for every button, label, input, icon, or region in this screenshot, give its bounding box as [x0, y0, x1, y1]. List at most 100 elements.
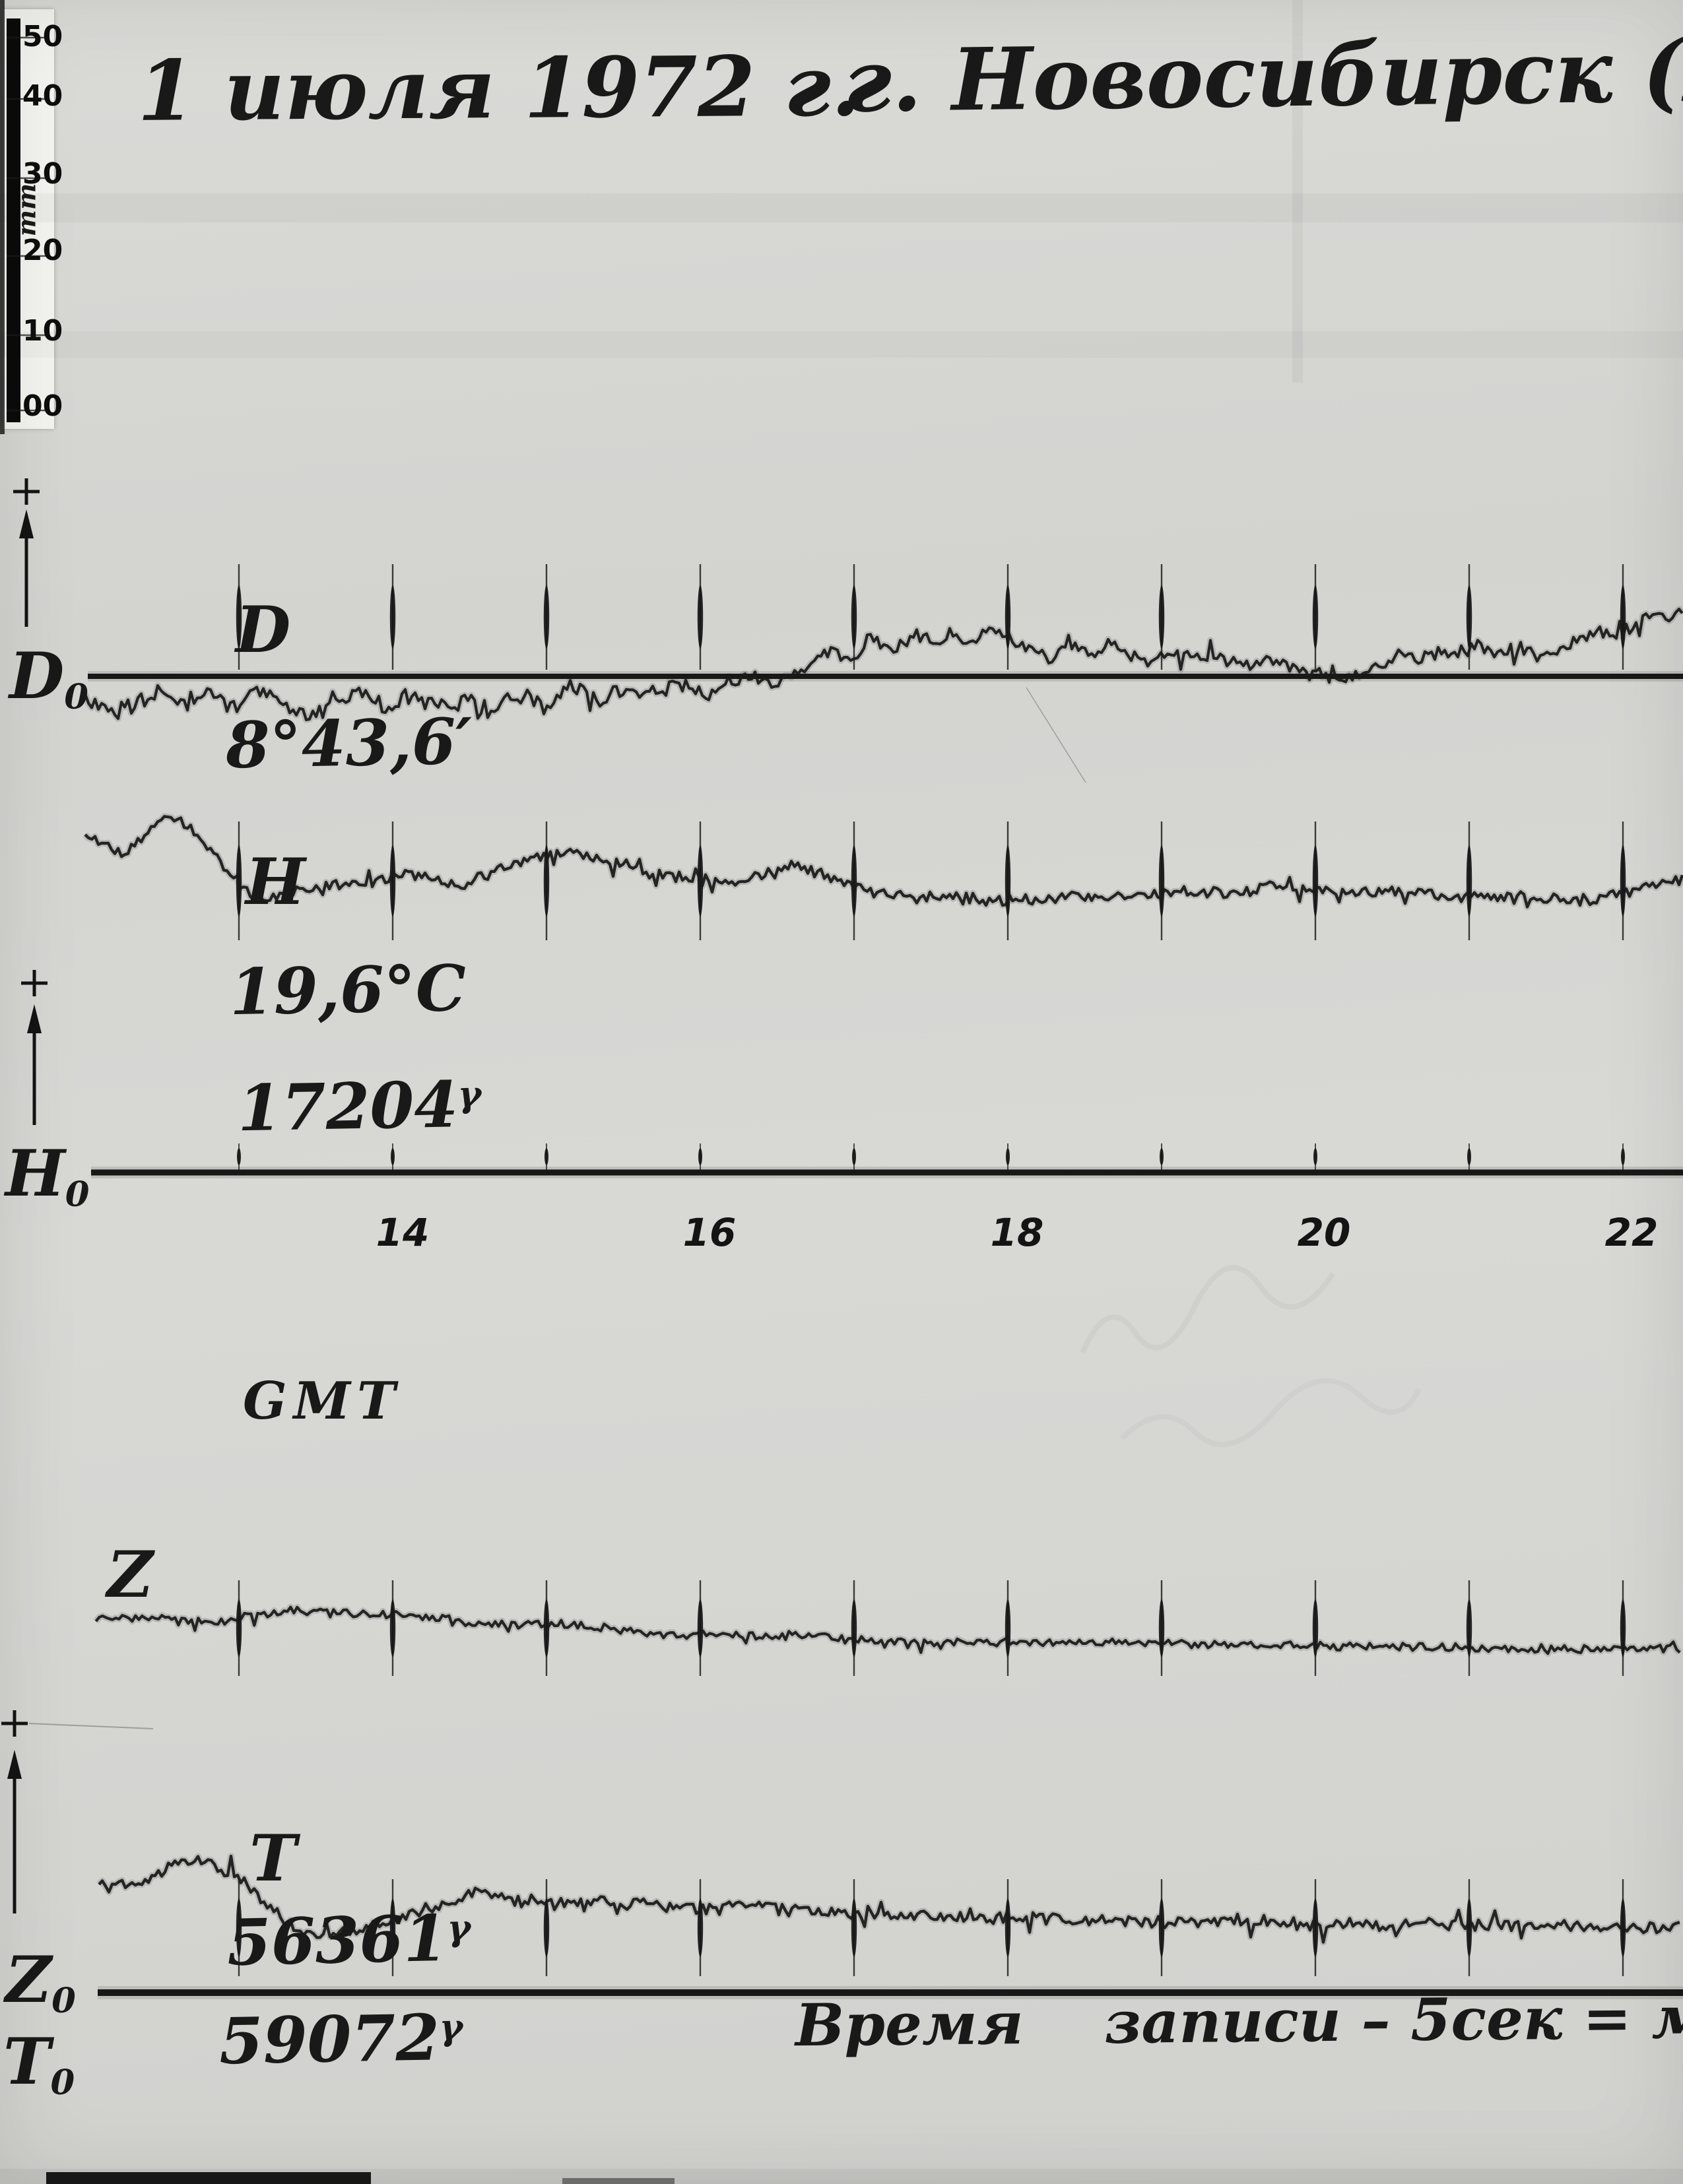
- hour-label-22: 22: [1604, 1210, 1659, 1255]
- declination-value: 8°43,6′: [225, 703, 473, 783]
- scale-tick-label: 00: [22, 389, 63, 423]
- hour-tick-Z-row: [236, 1599, 242, 1657]
- gmt-label: GMT: [243, 1371, 402, 1431]
- gamma-unit: γ: [446, 1906, 471, 1949]
- scale-tick-label: 20: [22, 234, 63, 267]
- hour-tick-D-row: [389, 585, 396, 649]
- baseline-Z0T0: [98, 1989, 1683, 1996]
- hour-tick-axis-row: [1467, 1148, 1471, 1165]
- h-baseline-value: 17204γ: [237, 1067, 482, 1145]
- gamma-unit: γ: [457, 1073, 482, 1116]
- hour-tick-Z-row: [543, 1599, 550, 1657]
- trace-T: [98, 1855, 1680, 1944]
- baseline-letter: H: [5, 1136, 65, 1211]
- scan-edge: [0, 0, 5, 434]
- hour-tick-T-row: [543, 1898, 550, 1957]
- hour-tick-axis-row: [391, 1148, 395, 1165]
- scale-tick-label: 30: [22, 157, 63, 191]
- hour-label-14: 14: [376, 1210, 430, 1255]
- hour-tick-D-row: [697, 585, 704, 649]
- gamma-unit: γ: [439, 2006, 463, 2049]
- hour-tick-axis-row: [1621, 1148, 1625, 1165]
- trace-D: [84, 608, 1683, 721]
- baseline-label-Z0: Z0: [5, 1943, 76, 2021]
- paper-crease: [1292, 0, 1303, 383]
- baseline-letter: D: [9, 639, 65, 713]
- trace-label-Z: Z: [107, 1537, 154, 1612]
- baseline-sub: 0: [50, 2062, 75, 2104]
- hour-tick-H-row: [543, 845, 550, 916]
- up-arrow-icon: [7, 1750, 22, 1779]
- trace-D-bleed: [82, 606, 1683, 723]
- scan-edge-strip: [562, 2178, 675, 2184]
- trace-label-T: T: [249, 1821, 297, 1896]
- hour-tick-axis-row: [1313, 1148, 1317, 1165]
- scan-edge: [0, 2169, 1683, 2184]
- hour-tick-Z-row: [1620, 1599, 1626, 1657]
- hour-tick-axis-row: [852, 1148, 856, 1165]
- hour-tick-axis-row: [544, 1148, 548, 1165]
- t-baseline-number: 59072: [218, 2000, 440, 2079]
- scratch-mark: [1026, 687, 1086, 783]
- hour-tick-Z-row: [697, 1599, 704, 1657]
- baseline-sub: 0: [51, 1980, 76, 2022]
- scale-unit-label: mm: [11, 183, 42, 237]
- recording-time-note: Время записи – 5сек = мирос: [795, 1981, 1683, 2060]
- baseline-letter: T: [3, 2024, 51, 2099]
- hour-tick-D-row: [1312, 585, 1319, 649]
- hour-tick-D-row: [236, 585, 242, 649]
- trace-H: [84, 815, 1683, 909]
- hour-tick-axis-row: [1006, 1148, 1010, 1165]
- trace-H-bleed: [82, 813, 1683, 911]
- scale-tick-label: 50: [22, 20, 63, 53]
- z-baseline-number: 56361: [226, 1900, 449, 1980]
- hour-tick-T-row: [1158, 1898, 1165, 1957]
- title-station: г. Новосибирск (Ключ: [843, 16, 1683, 132]
- t-baseline-value: 59072γ: [218, 2000, 463, 2078]
- baseline-Z0T0-bleed: [98, 1986, 1683, 1999]
- hour-tick-H-row: [1158, 845, 1165, 916]
- hour-tick-Z-row: [1005, 1599, 1011, 1657]
- hour-tick-H-row: [851, 845, 857, 916]
- trace-label-D: D: [236, 593, 291, 667]
- h-baseline-number: 17204: [237, 1067, 459, 1146]
- baseline-H0: [91, 1169, 1683, 1176]
- baseline-sub: 0: [64, 676, 88, 718]
- hour-label-16: 16: [682, 1210, 737, 1255]
- hour-tick-T-row: [1312, 1898, 1319, 1957]
- baseline-label-D0: D0: [9, 639, 88, 717]
- hour-tick-D-row: [1158, 585, 1165, 649]
- scale-bar-column: [7, 18, 20, 422]
- hour-tick-Z-row: [1158, 1599, 1165, 1657]
- hour-tick-T-row: [1466, 1898, 1472, 1957]
- hour-tick-T-row: [851, 1898, 857, 1957]
- baseline-D0-bleed: [88, 671, 1683, 682]
- hour-tick-axis-row: [1160, 1148, 1164, 1165]
- hour-tick-T-row: [389, 1898, 396, 1957]
- hour-tick-axis-row: [698, 1148, 702, 1165]
- scratch-mark: [28, 1723, 154, 1729]
- trace-Z: [94, 1605, 1681, 1655]
- hour-label-20: 20: [1297, 1210, 1351, 1255]
- up-arrow-icon: [19, 509, 34, 538]
- baseline-label-T0: T0: [3, 2024, 75, 2103]
- hour-tick-axis-row: [237, 1148, 241, 1165]
- baseline-H0-bleed: [91, 1167, 1683, 1178]
- baseline-sub: 0: [65, 1174, 90, 1215]
- hour-tick-H-row: [1466, 845, 1472, 916]
- hour-tick-H-row: [1620, 845, 1626, 916]
- baseline-label-H0: H0: [5, 1136, 89, 1215]
- temperature-value: 19,6°C: [229, 950, 467, 1030]
- hour-tick-Z-row: [389, 1599, 396, 1657]
- hour-tick-H-row: [1312, 845, 1319, 916]
- pencil-scribble: [1120, 1378, 1422, 1448]
- scan-streak: [0, 193, 1683, 222]
- title-date: 1 июля 1972 г.: [137, 37, 861, 140]
- baseline-letter: Z: [5, 1943, 52, 2017]
- hour-tick-D-row: [851, 585, 857, 649]
- pencil-scribble: [1080, 1265, 1336, 1354]
- up-arrow-icon: [27, 1004, 42, 1033]
- hour-tick-Z-row: [851, 1599, 857, 1657]
